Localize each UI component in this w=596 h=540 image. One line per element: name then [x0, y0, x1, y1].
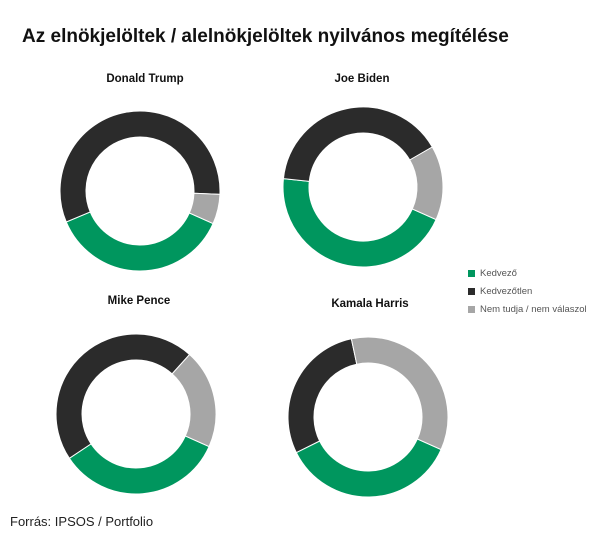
- donut-title: Donald Trump: [106, 73, 183, 85]
- legend-item-kedvezo: Kedvező: [468, 265, 587, 281]
- donut-slice-kedvezotlen: [287, 338, 358, 454]
- legend-item-nem-tudja: Nem tudja / nem válaszol: [468, 301, 587, 317]
- donut-kamala-harris: Kamala Harris: [287, 298, 449, 498]
- donut-slice-kedvezotlen: [55, 333, 191, 459]
- donut-slice-kedvezotlen: [282, 106, 433, 182]
- donut-slice-nem-tudja-nem-valaszol: [350, 336, 449, 451]
- donut-slice-nem-tudja-nem-valaszol: [171, 353, 217, 448]
- donut-slice-nem-tudja-nem-valaszol: [188, 192, 221, 225]
- source-note: Forrás: IPSOS / Portfolio: [10, 514, 154, 529]
- donut-slice-nem-tudja-nem-valaszol: [409, 146, 444, 221]
- legend-label: Kedvezőtlen: [480, 285, 533, 297]
- donut-donald-trump: Donald Trump: [59, 73, 221, 272]
- legend-swatch: [468, 287, 475, 295]
- legend-label: Nem tudja / nem válaszol: [480, 303, 587, 315]
- legend-item-kedvezotlen: Kedvezőtlen: [468, 283, 587, 299]
- donut-slice-kedvezo: [65, 211, 214, 272]
- donut-title: Kamala Harris: [331, 298, 408, 310]
- donut-joe-biden: Joe Biden: [282, 73, 444, 268]
- legend: Kedvező Kedvezőtlen Nem tudja / nem vála…: [468, 265, 587, 319]
- donut-title: Joe Biden: [335, 73, 390, 85]
- donut-mike-pence: Mike Pence: [55, 295, 217, 495]
- donut-slice-kedvezo: [295, 438, 442, 498]
- chart-title: Az elnökjelöltek / alelnökjelöltek nyilv…: [22, 26, 509, 47]
- legend-swatch: [468, 269, 475, 277]
- legend-label: Kedvező: [480, 267, 517, 279]
- donut-slice-kedvezo: [282, 178, 437, 268]
- donut-title: Mike Pence: [108, 295, 171, 307]
- donut-slice-kedvezotlen: [59, 110, 221, 223]
- legend-swatch: [468, 305, 475, 313]
